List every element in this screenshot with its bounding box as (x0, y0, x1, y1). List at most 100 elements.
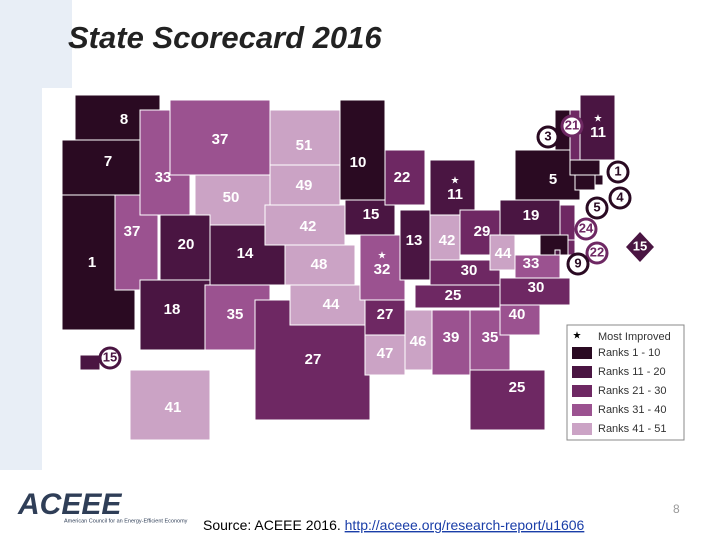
state-rank: 33 (155, 169, 172, 186)
state-rank: 30 (528, 279, 545, 296)
state-rank: 18 (164, 301, 181, 318)
state-shape (429, 259, 501, 286)
state-rank: 25 (509, 379, 526, 396)
state-shape (169, 99, 271, 176)
state-shape (139, 279, 211, 351)
callout (574, 217, 598, 241)
legend-label: Ranks 21 - 30 (598, 385, 666, 397)
state-rank: 9 (574, 255, 581, 270)
state-shape (499, 277, 571, 306)
state-rank: 27 (305, 351, 322, 368)
state-rank: 39 (443, 329, 460, 346)
state-rank: 35 (482, 329, 499, 346)
state-rank: 33 (523, 255, 540, 272)
legend-label: Ranks 41 - 51 (598, 423, 666, 435)
state-rank: 22 (394, 169, 411, 186)
state-shape (264, 204, 346, 246)
page-number: 8 (673, 502, 680, 516)
legend-swatch (572, 347, 592, 359)
state-shape (554, 249, 561, 256)
state-shape (289, 284, 371, 326)
state-rank: 44 (323, 296, 340, 313)
state-rank: 24 (579, 220, 594, 235)
callout (536, 125, 560, 149)
state-shape (399, 209, 431, 281)
state-rank: 40 (509, 306, 526, 323)
state-rank: 29 (474, 223, 491, 240)
state-rank: 22 (590, 244, 604, 259)
state-shape (569, 159, 601, 176)
title: State Scorecard 2016 (68, 20, 382, 55)
state-shape (574, 174, 596, 191)
state-rank: 3 (544, 128, 551, 143)
state-rank: 44 (495, 245, 512, 262)
state-shape (159, 214, 211, 281)
state-rank: 47 (377, 345, 394, 362)
state-rank: 8 (120, 111, 128, 128)
state-shape (539, 234, 569, 256)
state-rank: 11 (590, 124, 606, 141)
source: Source: ACEEE 2016. http://aceee.org/res… (203, 517, 585, 533)
callout-diamond (626, 232, 654, 262)
state-shape (129, 369, 211, 441)
state-rank: 14 (237, 245, 254, 262)
logo-subtitle: American Council for an Energy-Efficient… (64, 518, 188, 524)
states (61, 94, 616, 441)
state-rank: 1 (88, 254, 96, 271)
state-shape (594, 174, 604, 186)
state-rank: 20 (178, 236, 195, 253)
state-rank: 51 (296, 137, 313, 154)
state-rank: 11 (447, 186, 463, 203)
legend: ★ Most Improved Ranks 1 - 10 Ranks 11 - 20 R… (566, 324, 685, 441)
state-rank: 5 (593, 199, 600, 214)
legend-label: Most Improved (598, 331, 671, 343)
most-improved-star: ★ (451, 176, 460, 187)
state-shape (499, 199, 561, 236)
state-shape (269, 164, 341, 206)
state-shape (269, 109, 341, 166)
state-rank: 30 (461, 262, 478, 279)
legend-label: Ranks 31 - 40 (598, 404, 666, 416)
state-shape (429, 214, 461, 266)
state-shape (284, 244, 356, 286)
state-shape (514, 149, 581, 201)
state-shape (579, 94, 616, 161)
callout (606, 160, 630, 184)
state-rank: 41 (165, 399, 182, 416)
source-text: Source: ACEEE 2016. (203, 517, 345, 533)
legend-star: ★ (573, 331, 582, 342)
legend-swatch (572, 423, 592, 435)
callout (585, 196, 609, 220)
state-shape (344, 199, 396, 236)
source-link[interactable]: http://aceee.org/research-report/u1606 (345, 517, 585, 533)
state-rank: 15 (363, 206, 380, 223)
most-improved-star: ★ (378, 251, 387, 262)
state-rank: 50 (223, 189, 240, 206)
state-rank: 46 (410, 333, 427, 350)
state-rank: 48 (311, 256, 328, 273)
state-rank: 4 (616, 189, 624, 204)
callout (98, 346, 122, 370)
state-shape (431, 309, 471, 376)
state-rank: 49 (296, 177, 313, 194)
state-rank: 21 (565, 117, 579, 132)
state-rank: 1 (614, 163, 621, 178)
state-shape (339, 99, 386, 201)
state-rank: 32 (374, 261, 391, 278)
state-rank: 10 (350, 154, 367, 171)
legend-box (566, 324, 685, 441)
state-rank: 42 (439, 232, 456, 249)
legend-swatch (572, 366, 592, 378)
state-rank: 7 (104, 153, 112, 170)
callout (585, 241, 609, 265)
state-rank: 5 (549, 171, 557, 188)
state-rank: 19 (523, 207, 540, 224)
legend-swatch (572, 404, 592, 416)
callout (566, 252, 590, 276)
state-rank: 15 (633, 238, 647, 253)
state-rank: 25 (445, 287, 462, 304)
callout (560, 114, 584, 138)
